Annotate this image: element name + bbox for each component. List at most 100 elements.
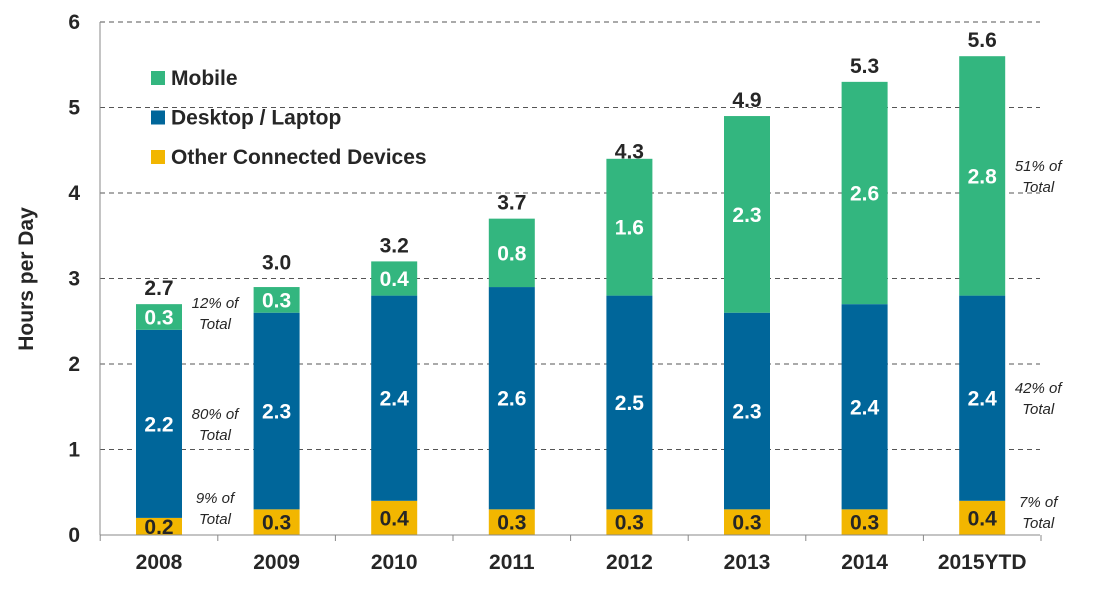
bar-segment <box>959 295 1006 501</box>
bar-segment <box>371 295 418 501</box>
segment-value-label: 0.3 <box>497 512 526 535</box>
segment-value-label: 2.3 <box>732 401 761 424</box>
percent-annotation: 12% of Total <box>192 295 241 333</box>
segment-value-label: 2.2 <box>144 413 173 436</box>
bars: 0.2 2.2 0.3 2.7 0.3 2.3 0.3 3.0 0.4 2.4 0.4 3.2 0.3 2… <box>136 29 1006 539</box>
bar-segment <box>136 304 182 330</box>
x-tick-label: 2012 <box>606 551 653 574</box>
bar-segment <box>606 158 653 296</box>
percent-annotation-line: Total <box>1022 179 1055 196</box>
segment-value-label: 2.6 <box>497 388 526 411</box>
segment-value-label: 2.4 <box>968 388 998 411</box>
bar-segment <box>724 116 770 313</box>
percent-annotation-line: Total <box>1022 515 1055 532</box>
legend-label: Desktop / Laptop <box>171 107 341 130</box>
percent-annotation-line: Total <box>199 427 232 444</box>
legend: Mobile Desktop / Laptop Other Connected De… <box>151 67 427 169</box>
x-tick-label: 2013 <box>724 551 771 574</box>
bar-segment <box>488 509 535 535</box>
total-value-label: 3.2 <box>380 234 409 257</box>
total-value-label: 2.7 <box>144 277 173 300</box>
percent-annotation-line: 51% of <box>1015 158 1064 175</box>
bar-segment <box>371 500 418 535</box>
percent-annotation-line: 80% of <box>192 406 241 423</box>
percent-annotation-line: Total <box>199 511 232 528</box>
bar-segment <box>606 509 653 535</box>
x-tick-label: 2011 <box>489 551 535 574</box>
y-axis: 0 1 2 3 4 5 6 <box>68 11 101 547</box>
segment-value-label: 2.3 <box>732 204 761 227</box>
percent-annotation-line: 7% of <box>1019 494 1059 511</box>
segment-value-label: 0.4 <box>380 268 410 291</box>
segment-value-label: 0.3 <box>732 512 761 535</box>
y-tick-label: 4 <box>68 182 80 205</box>
segment-value-label: 0.2 <box>144 516 173 539</box>
percent-annotation: 51% of Total <box>1015 158 1064 196</box>
annotations: 12% of Total 80% of Total 9% of Total 51% of To… <box>192 158 1064 532</box>
gridlines <box>100 21 1040 450</box>
x-tick-label: 2009 <box>253 551 300 574</box>
total-value-label: 4.9 <box>732 89 761 112</box>
segment-value-label: 0.3 <box>262 512 291 535</box>
percent-annotation-line: 42% of <box>1015 380 1064 397</box>
bar-segment <box>253 312 300 510</box>
percent-annotation: 7% of Total <box>1019 494 1059 532</box>
y-tick-label: 1 <box>68 439 80 462</box>
bar-segment <box>841 81 888 305</box>
segment-value-label: 1.6 <box>615 217 644 240</box>
bar-segment <box>724 509 770 535</box>
percent-annotation: 42% of Total <box>1015 380 1064 418</box>
percent-annotation: 80% of Total <box>192 406 241 444</box>
bar-segment <box>841 304 888 510</box>
segment-value-label: 0.4 <box>380 507 410 530</box>
segment-value-label: 2.8 <box>968 165 998 188</box>
segment-value-label: 2.5 <box>615 392 645 415</box>
segment-value-label: 0.3 <box>615 512 644 535</box>
total-value-label: 3.7 <box>497 192 526 215</box>
percent-annotation-line: Total <box>199 316 232 333</box>
y-tick-label: 0 <box>68 524 80 547</box>
percent-annotation-line: Total <box>1022 401 1055 418</box>
legend-swatch <box>151 110 165 125</box>
segment-value-label: 0.4 <box>968 507 998 530</box>
bar-segment <box>136 517 182 535</box>
bar-segment <box>488 287 535 510</box>
segment-value-label: 0.3 <box>262 289 291 312</box>
legend-swatch <box>151 71 165 85</box>
bar-segment <box>253 509 300 535</box>
legend-label: Other Connected Devices <box>171 146 427 169</box>
bar-segment <box>959 500 1006 535</box>
segment-value-label: 2.4 <box>380 388 410 411</box>
x-tick-label: 2014 <box>841 551 888 574</box>
segment-value-label: 0.3 <box>850 512 879 535</box>
percent-annotation-line: 12% of <box>192 295 241 312</box>
total-value-label: 5.6 <box>968 29 997 52</box>
segment-value-label: 0.3 <box>144 306 173 329</box>
bar-segment <box>724 312 770 510</box>
percent-annotation: 9% of Total <box>196 490 236 528</box>
segment-value-label: 0.8 <box>497 242 527 265</box>
y-tick-label: 5 <box>68 97 80 120</box>
legend-label: Mobile <box>171 67 238 90</box>
segment-value-label: 2.4 <box>850 396 880 419</box>
bar-segment <box>959 56 1006 296</box>
total-value-label: 5.3 <box>850 55 879 78</box>
x-tick-label: 2015YTD <box>938 551 1027 574</box>
x-tick-label: 2008 <box>136 551 183 574</box>
y-axis-title: Hours per Day <box>15 207 38 351</box>
y-tick-label: 2 <box>68 353 80 376</box>
segment-value-label: 2.3 <box>262 401 291 424</box>
segment-value-label: 2.6 <box>850 183 879 206</box>
bar-segment <box>253 287 300 313</box>
percent-annotation-line: 9% of <box>196 490 236 507</box>
x-tick-label: 2010 <box>371 551 418 574</box>
bar-segment <box>841 509 888 535</box>
x-axis: 2008 2009 2010 2011 2012 2013 2014 2015YTD <box>99 534 1042 574</box>
bar-segment <box>136 329 182 518</box>
y-tick-label: 3 <box>68 268 80 291</box>
legend-swatch <box>151 150 165 164</box>
bar-segment <box>371 261 418 296</box>
bar-segment <box>488 218 535 288</box>
y-tick-label: 6 <box>68 11 80 34</box>
